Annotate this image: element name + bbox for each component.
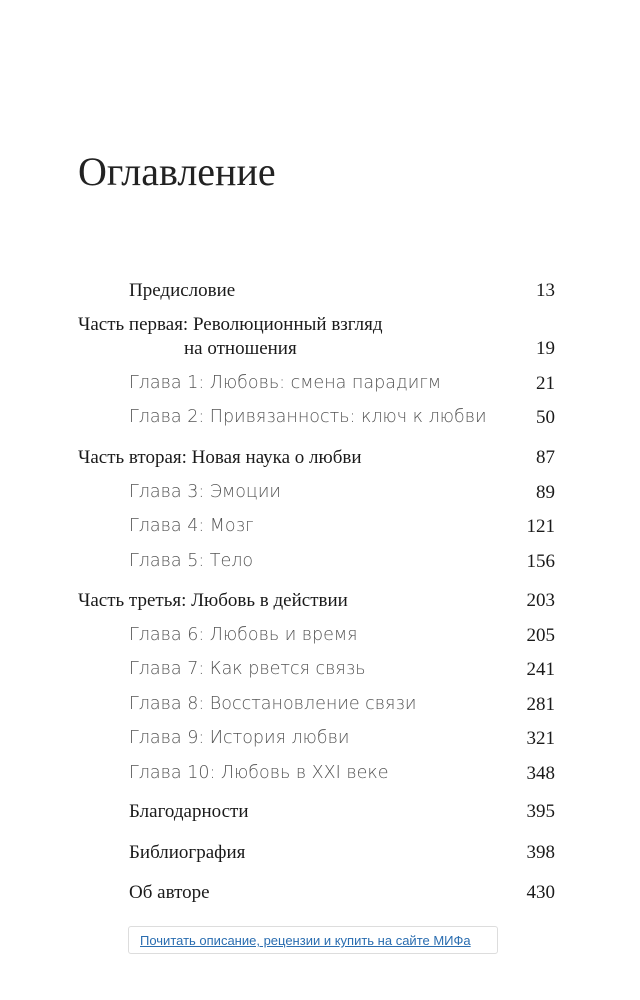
entry-page: 348: [526, 763, 556, 784]
toc-title: Оглавление: [78, 149, 276, 194]
entry-page: 203: [526, 590, 556, 611]
entry-label: Глава 6: Любовь и время: [129, 625, 358, 645]
entry-page: 13: [536, 280, 555, 301]
entry-label: Часть вторая: Новая наука о любви: [78, 447, 362, 468]
entry-label: Об авторе: [129, 882, 210, 903]
entry-label: Благодарности: [129, 801, 249, 822]
entry-label: Глава 1: Любовь: смена парадигм: [129, 373, 442, 393]
entry-label: Предисловие: [129, 280, 236, 301]
entry-page: 121: [526, 516, 556, 537]
entry-page: 321: [526, 728, 556, 749]
entry-page: 241: [526, 659, 556, 680]
entry-page: 430: [526, 882, 556, 903]
entry-label: Глава 8: Восстановление связи: [129, 694, 417, 714]
entry-label: Часть третья: Любовь в действии: [78, 590, 348, 611]
entry-label: Глава 9: История любви: [129, 728, 350, 748]
entry-label: на отношения: [184, 338, 297, 359]
entry-label: Глава 10: Любовь в XXI веке: [129, 763, 389, 783]
entry-label: Глава 7: Как рвется связь: [129, 659, 366, 679]
entry-page: 50: [536, 407, 555, 428]
entry-label: Библиография: [129, 842, 246, 863]
entry-page: 398: [526, 842, 556, 863]
entry-page: 89: [536, 482, 555, 503]
entry-label: Глава 5: Тело: [129, 551, 254, 571]
entry-page: 205: [526, 625, 556, 646]
entry-page: 19: [536, 338, 555, 359]
entry-label: Глава 2: Привязанность: ключ к любви: [129, 407, 487, 427]
entry-label: Часть первая: Революционный взгляд: [78, 314, 383, 335]
store-link[interactable]: Почитать описание, рецензии и купить на …: [128, 926, 498, 954]
entry-label: Глава 4: Мозг: [129, 516, 254, 536]
entry-page: 156: [526, 551, 556, 572]
entry-page: 395: [526, 801, 556, 822]
entry-page: 21: [536, 373, 555, 394]
entry-label: Глава 3: Эмоции: [129, 482, 281, 502]
entry-page: 281: [526, 694, 556, 715]
entry-page: 87: [536, 447, 555, 468]
